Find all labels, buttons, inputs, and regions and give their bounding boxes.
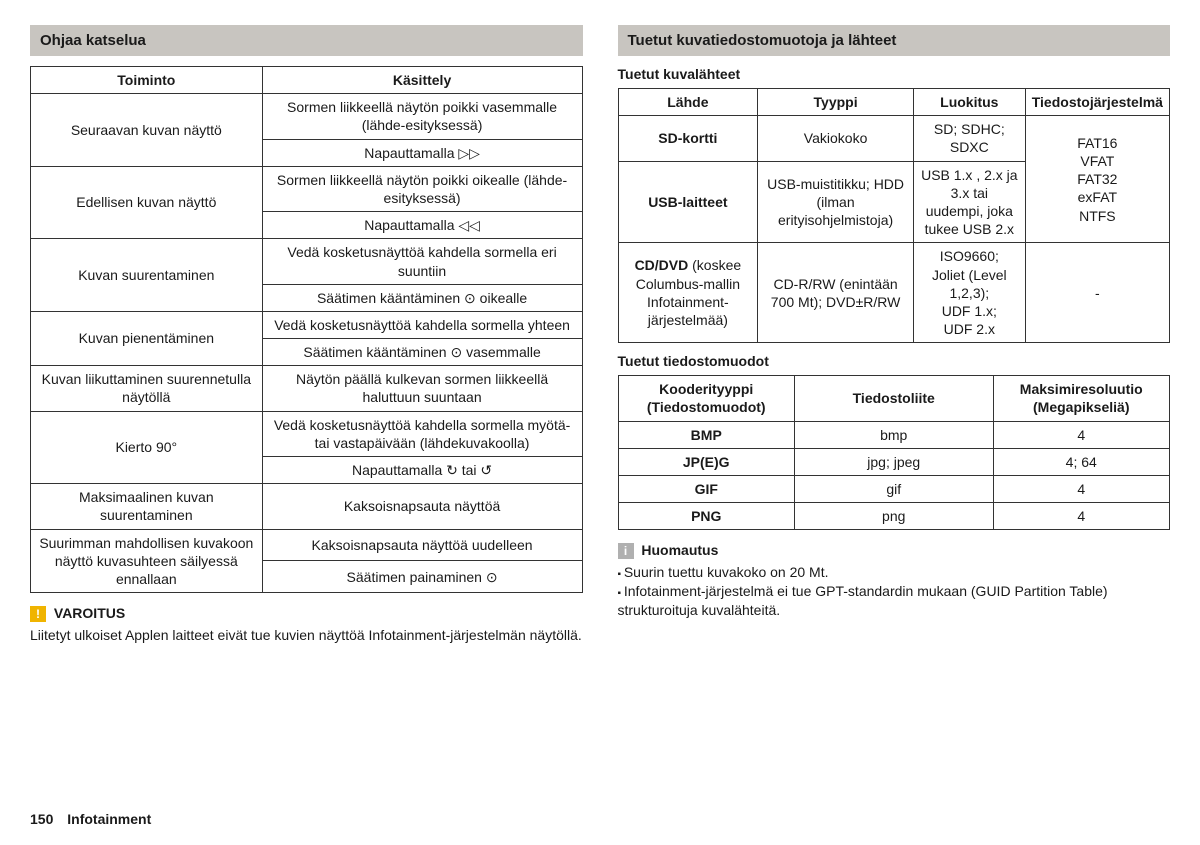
left-column: Ohjaa katselua Toiminto Käsittely Seuraa… [30, 25, 583, 820]
class-cell: SD; SDHC; SDXC [913, 116, 1025, 161]
table-cell-op: Vedä kosketusnäyttöä kahdella sormella m… [262, 411, 582, 456]
table-cell-func: Seuraavan kuvan näyttö [31, 94, 263, 167]
warning-body: Liitetyt ulkoiset Applen laitteet eivät … [30, 626, 583, 645]
format-cell: BMP [618, 421, 794, 448]
th-kasittely: Käsittely [262, 67, 582, 94]
warning-icon: ! [30, 606, 46, 622]
footer-section: Infotainment [67, 811, 151, 827]
th-ext: Tiedostoliite [794, 376, 993, 421]
format-cell: GIF [618, 476, 794, 503]
table-cell-op: Sormen liikkeellä näytön poikki oikealle… [262, 166, 582, 211]
info-icon: i [618, 543, 634, 559]
type-cell: USB-muistitikku; HDD (ilman erityisohjel… [758, 161, 914, 243]
note-bullet: Infotainment-järjestelmä ei tue GPT-stan… [618, 582, 1171, 620]
table-cell-op: Napauttamalla ▷▷ [262, 139, 582, 166]
table-cell-op: Kaksoisnapsauta näyttöä uudelleen [262, 529, 582, 561]
table-cell-op: Sormen liikkeellä näytön poikki vasemmal… [262, 94, 582, 139]
src-cell: CD/DVD (koskee Columbus-mallin Infotainm… [618, 243, 758, 343]
th-luokitus: Luokitus [913, 89, 1025, 116]
th-codec: Kooderityyppi (Tiedostomuodot) [618, 376, 794, 421]
warning-box: ! VAROITUS Liitetyt ulkoiset Applen lait… [30, 605, 583, 645]
sources-title: Tuetut kuvalähteet [618, 66, 1171, 82]
formats-table: Kooderityyppi (Tiedostomuodot) Tiedostol… [618, 375, 1171, 530]
table-cell-op: Kaksoisnapsauta näyttöä [262, 484, 582, 529]
src-cell: USB-laitteet [618, 161, 758, 243]
note-title: Huomautus [641, 542, 718, 558]
format-cell: gif [794, 476, 993, 503]
table-cell-op: Napauttamalla ◁◁ [262, 212, 582, 239]
fs-cell: - [1025, 243, 1169, 343]
type-cell: Vakiokoko [758, 116, 914, 161]
right-column: Tuetut kuvatiedostomuotoja ja lähteet Tu… [618, 25, 1171, 820]
warning-title: VAROITUS [54, 605, 125, 621]
page-number: 150 [30, 811, 53, 827]
formats-title: Tuetut tiedostomuodot [618, 353, 1171, 369]
format-cell: jpg; jpeg [794, 448, 993, 475]
format-cell: bmp [794, 421, 993, 448]
table-cell-func: Kuvan liikuttaminen suurennetulla näytöl… [31, 366, 263, 411]
table-cell-func: Kierto 90° [31, 411, 263, 484]
format-cell: 4; 64 [993, 448, 1170, 475]
th-toiminto: Toiminto [31, 67, 263, 94]
th-lahde: Lähde [618, 89, 758, 116]
format-cell: JP(E)G [618, 448, 794, 475]
class-cell: USB 1.x , 2.x ja 3.x tai uudempi, joka t… [913, 161, 1025, 243]
format-cell: png [794, 503, 993, 530]
table-cell-op: Näytön päällä kulkevan sormen liikkeellä… [262, 366, 582, 411]
type-cell: CD-R/RW (enintään 700 Mt); DVD±R/RW [758, 243, 914, 343]
note-body: Suurin tuettu kuvakoko on 20 Mt.Infotain… [618, 563, 1171, 620]
controls-table: Toiminto Käsittely Seuraavan kuvan näytt… [30, 66, 583, 593]
fs-cell: FAT16 VFAT FAT32 exFAT NTFS [1025, 116, 1169, 243]
note-bullet: Suurin tuettu kuvakoko on 20 Mt. [618, 563, 1171, 582]
format-cell: 4 [993, 421, 1170, 448]
format-cell: 4 [993, 476, 1170, 503]
table-cell-func: Suurimman mahdollisen kuvakoon näyttö ku… [31, 529, 263, 593]
format-cell: PNG [618, 503, 794, 530]
note-box: i Huomautus Suurin tuettu kuvakoko on 20… [618, 542, 1171, 620]
class-cell: ISO9660; Joliet (Level 1,2,3); UDF 1.x; … [913, 243, 1025, 343]
table-cell-op: Säätimen painaminen ⊙ [262, 561, 582, 593]
th-tyyppi: Tyyppi [758, 89, 914, 116]
table-cell-func: Kuvan suurentaminen [31, 239, 263, 312]
right-heading: Tuetut kuvatiedostomuotoja ja lähteet [618, 25, 1171, 56]
table-cell-func: Maksimaalinen kuvan suurentaminen [31, 484, 263, 529]
src-cell: SD-kortti [618, 116, 758, 161]
left-heading: Ohjaa katselua [30, 25, 583, 56]
table-cell-op: Säätimen kääntäminen ⊙ vasemmalle [262, 339, 582, 366]
table-cell-func: Kuvan pienentäminen [31, 311, 263, 365]
table-cell-func: Edellisen kuvan näyttö [31, 166, 263, 239]
page-footer: 150 Infotainment [30, 811, 151, 827]
th-fs: Tiedostojärjestelmä [1025, 89, 1169, 116]
format-cell: 4 [993, 503, 1170, 530]
th-res: Maksimiresoluutio (Megapikseliä) [993, 376, 1170, 421]
table-cell-op: Vedä kosketusnäyttöä kahdella sormella y… [262, 311, 582, 338]
table-cell-op: Vedä kosketusnäyttöä kahdella sormella e… [262, 239, 582, 284]
table-cell-op: Säätimen kääntäminen ⊙ oikealle [262, 284, 582, 311]
table-cell-op: Napauttamalla ↻ tai ↺ [262, 457, 582, 484]
sources-table: Lähde Tyyppi Luokitus Tiedostojärjestelm… [618, 88, 1171, 343]
